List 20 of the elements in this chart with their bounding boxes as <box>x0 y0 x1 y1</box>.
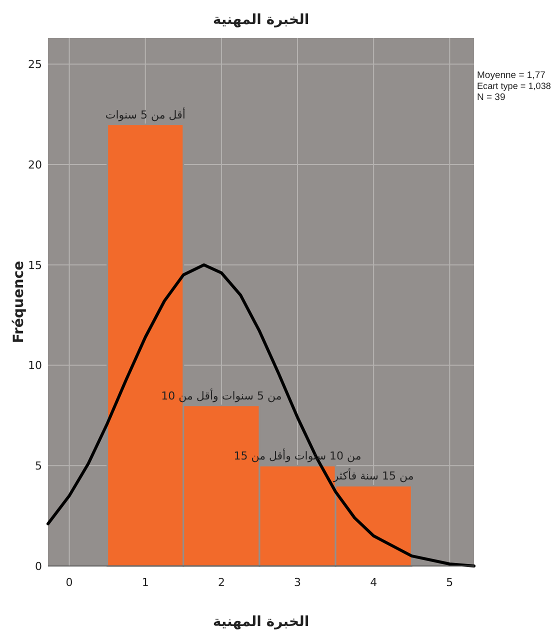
y-tick-label: 10 <box>28 359 42 372</box>
y-axis-title: Fréquence <box>11 260 27 344</box>
x-tick-label: 0 <box>66 576 73 589</box>
y-tick-label: 0 <box>35 560 42 573</box>
x-tick-label: 5 <box>446 576 454 589</box>
x-tick-label: 3 <box>294 576 302 589</box>
line-series <box>46 263 476 568</box>
text: Ecart type = 1,038 <box>477 81 551 91</box>
x-tick-label: 1 <box>142 576 149 589</box>
annotation: أقل من 5 سنوات <box>105 107 186 122</box>
x-tick-label: 2 <box>218 576 225 589</box>
y-tick-label: 25 <box>28 58 42 72</box>
text: N = 39 <box>477 92 506 103</box>
chart-title: الخبرة المهنية <box>212 12 310 28</box>
y-tick-label: 5 <box>35 460 42 473</box>
y-tick-label: 15 <box>28 258 42 272</box>
x-axis-title: الخبرة المهنية <box>212 614 310 630</box>
x-tick-label: 4 <box>370 576 378 589</box>
y-tick-label: 20 <box>28 158 42 172</box>
text: Moyenne = 1,77 <box>477 70 546 81</box>
